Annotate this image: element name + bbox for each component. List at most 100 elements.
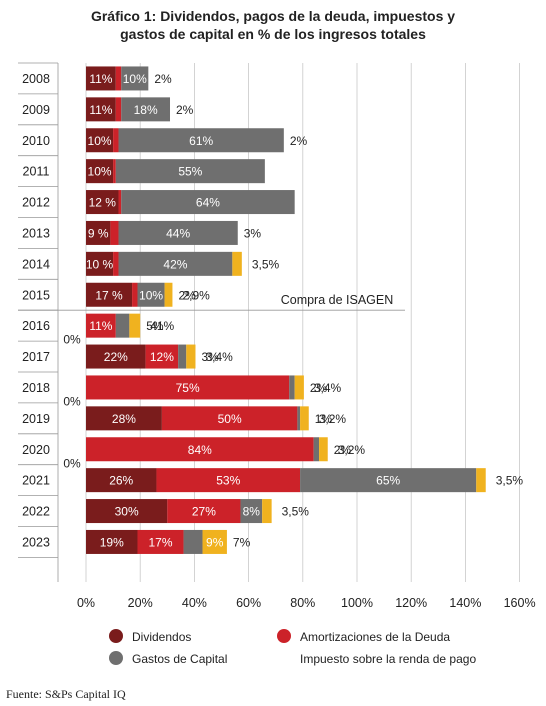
bar-segment-3 [294, 375, 304, 400]
data-label: 42% [163, 257, 187, 271]
bar-segment-1 [161, 406, 298, 431]
data-label: 41% [150, 319, 174, 333]
annotation-label: Compra de ISAGEN [281, 293, 394, 307]
bar-segment-2 [297, 406, 301, 431]
category-label: 2021 [22, 474, 50, 488]
category-label: 2019 [22, 412, 50, 426]
bar-segment-1 [110, 220, 119, 245]
bar-segment-1 [86, 313, 116, 338]
bar-segment-0 [86, 159, 114, 184]
bar-segment-2 [121, 190, 295, 215]
data-label: 19% [100, 535, 124, 549]
data-label: 2% [154, 72, 172, 86]
data-label: 3,2% [338, 443, 366, 457]
data-label: 10% [139, 288, 163, 302]
bar-segment-2 [289, 375, 295, 400]
category-label: 2008 [22, 72, 50, 86]
bar-segment-3 [202, 529, 227, 554]
data-label: 10% [88, 165, 112, 179]
data-label: 61% [189, 134, 213, 148]
data-label: 2% [310, 381, 328, 395]
data-label: 65% [376, 474, 400, 488]
x-tick-label: 140% [449, 596, 481, 610]
zero-label: 0% [63, 333, 81, 347]
bar-segment-2 [137, 282, 165, 307]
data-label: 11% [89, 103, 112, 117]
data-label: 10% [88, 134, 112, 148]
bar-segment-0 [86, 66, 116, 91]
bar-segment-0 [86, 529, 138, 554]
bar-segment-2 [178, 344, 187, 369]
bar-segment-2 [121, 97, 171, 122]
x-tick-label: 60% [236, 596, 261, 610]
data-label: 1% [315, 412, 333, 426]
data-label: 3,5% [252, 257, 280, 271]
x-tick-label: 0% [77, 596, 95, 610]
bar-segment-2 [118, 251, 233, 276]
category-label: 2010 [22, 134, 50, 148]
data-label: 17 % [95, 288, 123, 302]
bar-segment-3 [232, 251, 242, 276]
bar-segment-0 [86, 220, 111, 245]
category-label: 2009 [22, 103, 50, 117]
data-label: 3,5% [282, 505, 310, 519]
bar-segment-2 [240, 499, 263, 524]
bar-segment-1 [145, 344, 179, 369]
zero-label: 0% [63, 394, 81, 408]
data-label: 53% [216, 474, 240, 488]
bar-segment-1 [137, 529, 184, 554]
category-label: 2013 [22, 226, 50, 240]
data-label: 18% [134, 103, 158, 117]
data-label: 26% [109, 474, 133, 488]
x-tick-label: 40% [182, 596, 207, 610]
data-label: 2% [290, 134, 308, 148]
data-label: 28% [112, 412, 136, 426]
bar-segment-1 [132, 282, 138, 307]
category-label: 2016 [22, 319, 50, 333]
data-label: 7% [233, 535, 251, 549]
bar-segment-2 [115, 313, 130, 338]
bar-segment-1 [118, 190, 122, 215]
bar-segment-1 [113, 251, 119, 276]
category-label: 2012 [22, 196, 50, 210]
chart-source: Fuente: S&Ps Capital IQ [6, 687, 126, 701]
bar-segment-2 [118, 220, 238, 245]
category-label: 2020 [22, 443, 50, 457]
legend-label: Amortizaciones de la Deuda [300, 630, 450, 644]
bar-segment-3 [129, 313, 141, 338]
data-label: 3,4% [205, 350, 233, 364]
bar-segment-1 [86, 437, 314, 462]
bar-segment-1 [156, 468, 301, 493]
data-label: 75% [176, 381, 200, 395]
bar-segment-0 [86, 406, 162, 431]
data-label: 50% [218, 412, 242, 426]
bar-segment-2 [118, 128, 284, 153]
bar-segment-0 [86, 344, 146, 369]
bar-segment-0 [86, 190, 119, 215]
data-label: 2,9% [182, 288, 210, 302]
data-label: 22% [104, 350, 128, 364]
category-label: 2022 [22, 505, 50, 519]
x-tick-label: 100% [341, 596, 373, 610]
bar-segment-1 [86, 375, 290, 400]
bar-segment-2 [121, 66, 149, 91]
data-label: 3,2% [319, 412, 347, 426]
data-label: 30% [115, 505, 139, 519]
bar-segment-3 [262, 499, 272, 524]
data-label: 9 % [88, 226, 109, 240]
data-label: 3,4% [314, 381, 342, 395]
data-label: 2% [176, 103, 194, 117]
data-label: 12% [150, 350, 174, 364]
data-label: 11% [89, 319, 112, 333]
data-label: 5% [146, 319, 164, 333]
bar-segment-0 [86, 128, 114, 153]
x-tick-label: 80% [290, 596, 315, 610]
data-label: 3,5% [496, 474, 524, 488]
bar-segment-2 [115, 159, 265, 184]
bar-segment-1 [113, 159, 116, 184]
data-label: 17% [149, 535, 173, 549]
bar-segment-1 [167, 499, 241, 524]
category-label: 2011 [23, 165, 50, 179]
x-tick-label: 20% [128, 596, 153, 610]
